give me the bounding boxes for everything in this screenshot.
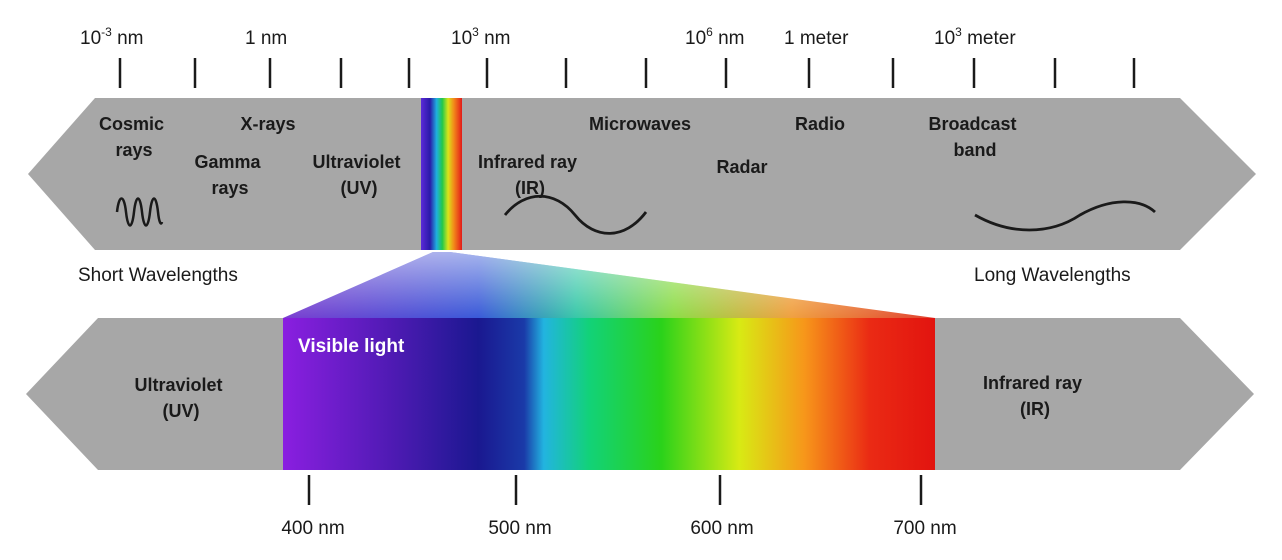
label-gamma-rays: Gamma rays xyxy=(194,152,265,198)
short-wave-icon xyxy=(115,197,164,227)
visible-strip xyxy=(421,98,462,250)
scale-label-1-meter: 1 meter xyxy=(784,28,849,49)
scale-label-1-nm: 1 nm xyxy=(245,28,287,49)
label-radar: Radar xyxy=(716,157,767,177)
tick-label-600nm: 600 nm xyxy=(690,518,753,539)
visible-ticks xyxy=(307,475,923,505)
scale-labels: 10-3 nm 1 nm 103 nm 106 nm 1 meter 103 m… xyxy=(80,25,1016,49)
label-infrared: Infrared ray (IR) xyxy=(478,152,582,198)
tick-label-700nm: 700 nm xyxy=(893,518,956,539)
visible-spectrum xyxy=(283,318,935,470)
medium-wave-icon xyxy=(503,194,648,235)
label-microwaves: Microwaves xyxy=(589,114,691,134)
scale-label-1e3-nm: 103 nm xyxy=(451,25,511,49)
label-broadcast-band: Broadcast band xyxy=(928,114,1021,160)
visible-light-fan-highlight xyxy=(283,252,935,318)
label-ultraviolet: Ultraviolet (UV) xyxy=(312,152,405,198)
spectrum-band xyxy=(28,98,1256,250)
label-cosmic-rays: Cosmic rays xyxy=(99,114,169,160)
label-visible-ir: Infrared ray (IR) xyxy=(983,373,1087,419)
visible-light-label: Visible light xyxy=(298,336,405,357)
short-wavelengths-label: Short Wavelengths xyxy=(78,265,238,286)
label-radio: Radio xyxy=(795,114,845,134)
spectrum-band-labels: Cosmic rays X-rays Gamma rays Ultraviole… xyxy=(99,114,1021,198)
long-wavelengths-label: Long Wavelengths xyxy=(974,265,1131,286)
scale-ticks xyxy=(118,58,1136,88)
tick-label-400nm: 400 nm xyxy=(281,518,344,539)
long-wave-icon xyxy=(974,200,1156,232)
visible-tick-labels: 400 nm 500 nm 600 nm 700 nm xyxy=(281,518,956,539)
scale-label-1e-3-nm: 10-3 nm xyxy=(80,25,144,49)
label-visible-uv: Ultraviolet (UV) xyxy=(134,375,227,421)
label-x-rays: X-rays xyxy=(240,114,295,134)
scale-label-1e3-meter: 103 meter xyxy=(934,25,1016,49)
tick-label-500nm: 500 nm xyxy=(488,518,551,539)
scale-label-1e6-nm: 106 nm xyxy=(685,25,745,49)
